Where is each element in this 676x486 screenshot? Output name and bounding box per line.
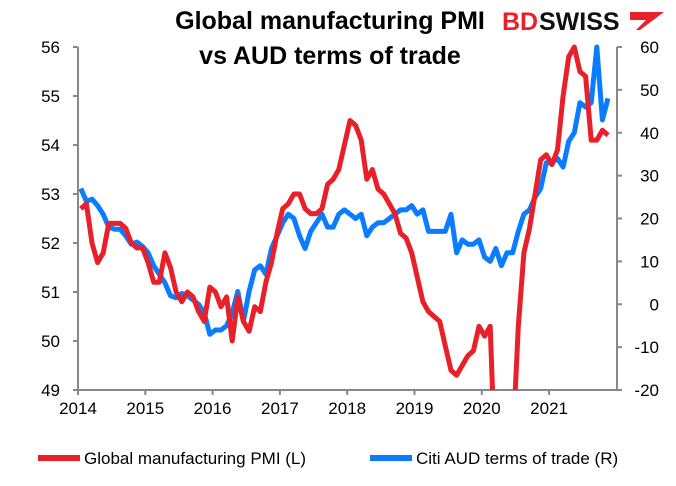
legend-label-pmi: Global manufacturing PMI (L) xyxy=(84,449,306,468)
left-tick-label: 49 xyxy=(41,381,60,400)
x-tick-label: 2014 xyxy=(59,399,97,418)
logo-text-red: BD xyxy=(502,8,538,36)
x-tick-label: 2020 xyxy=(463,399,501,418)
right-tick-label: 60 xyxy=(640,38,659,57)
right-tick-label: -20 xyxy=(634,381,659,400)
chart-title-line1: Global manufacturing PMI xyxy=(175,7,485,35)
logo-arrow-icon xyxy=(630,12,664,30)
series-line xyxy=(78,44,611,337)
right-tick-label: 10 xyxy=(640,252,659,271)
logo-text-black: SWISS xyxy=(539,8,620,36)
series-line xyxy=(512,44,610,391)
x-tick-label: 2015 xyxy=(126,399,164,418)
left-tick-label: 50 xyxy=(41,332,60,351)
x-tick-label: 2017 xyxy=(261,399,299,418)
left-tick-label: 51 xyxy=(41,283,60,302)
x-tick-label: 2019 xyxy=(396,399,434,418)
x-tick-label: 2021 xyxy=(530,399,568,418)
left-tick-label: 52 xyxy=(41,234,60,253)
series-aud-tot xyxy=(78,44,611,337)
left-tick-label: 54 xyxy=(41,136,60,155)
x-tick-label: 2016 xyxy=(194,399,232,418)
bdswiss-logo: BD SWISS xyxy=(502,8,664,36)
right-tick-label: 40 xyxy=(640,124,659,143)
left-tick-label: 56 xyxy=(41,38,60,57)
series-pmi xyxy=(79,44,610,391)
chart-title-line2: vs AUD terms of trade xyxy=(199,42,461,70)
x-tick-label: 2018 xyxy=(328,399,366,418)
left-tick-label: 53 xyxy=(41,185,60,204)
right-tick-label: 20 xyxy=(640,210,659,229)
legend: Global manufacturing PMI (L) Citi AUD te… xyxy=(38,449,618,468)
right-tick-label: 50 xyxy=(640,81,659,100)
right-tick-label: 0 xyxy=(650,295,659,314)
left-tick-label: 55 xyxy=(41,87,60,106)
series-line xyxy=(79,118,495,391)
right-tick-label: 30 xyxy=(640,167,659,186)
right-tick-label: -10 xyxy=(634,338,659,357)
legend-label-aud: Citi AUD terms of trade (R) xyxy=(416,449,618,468)
